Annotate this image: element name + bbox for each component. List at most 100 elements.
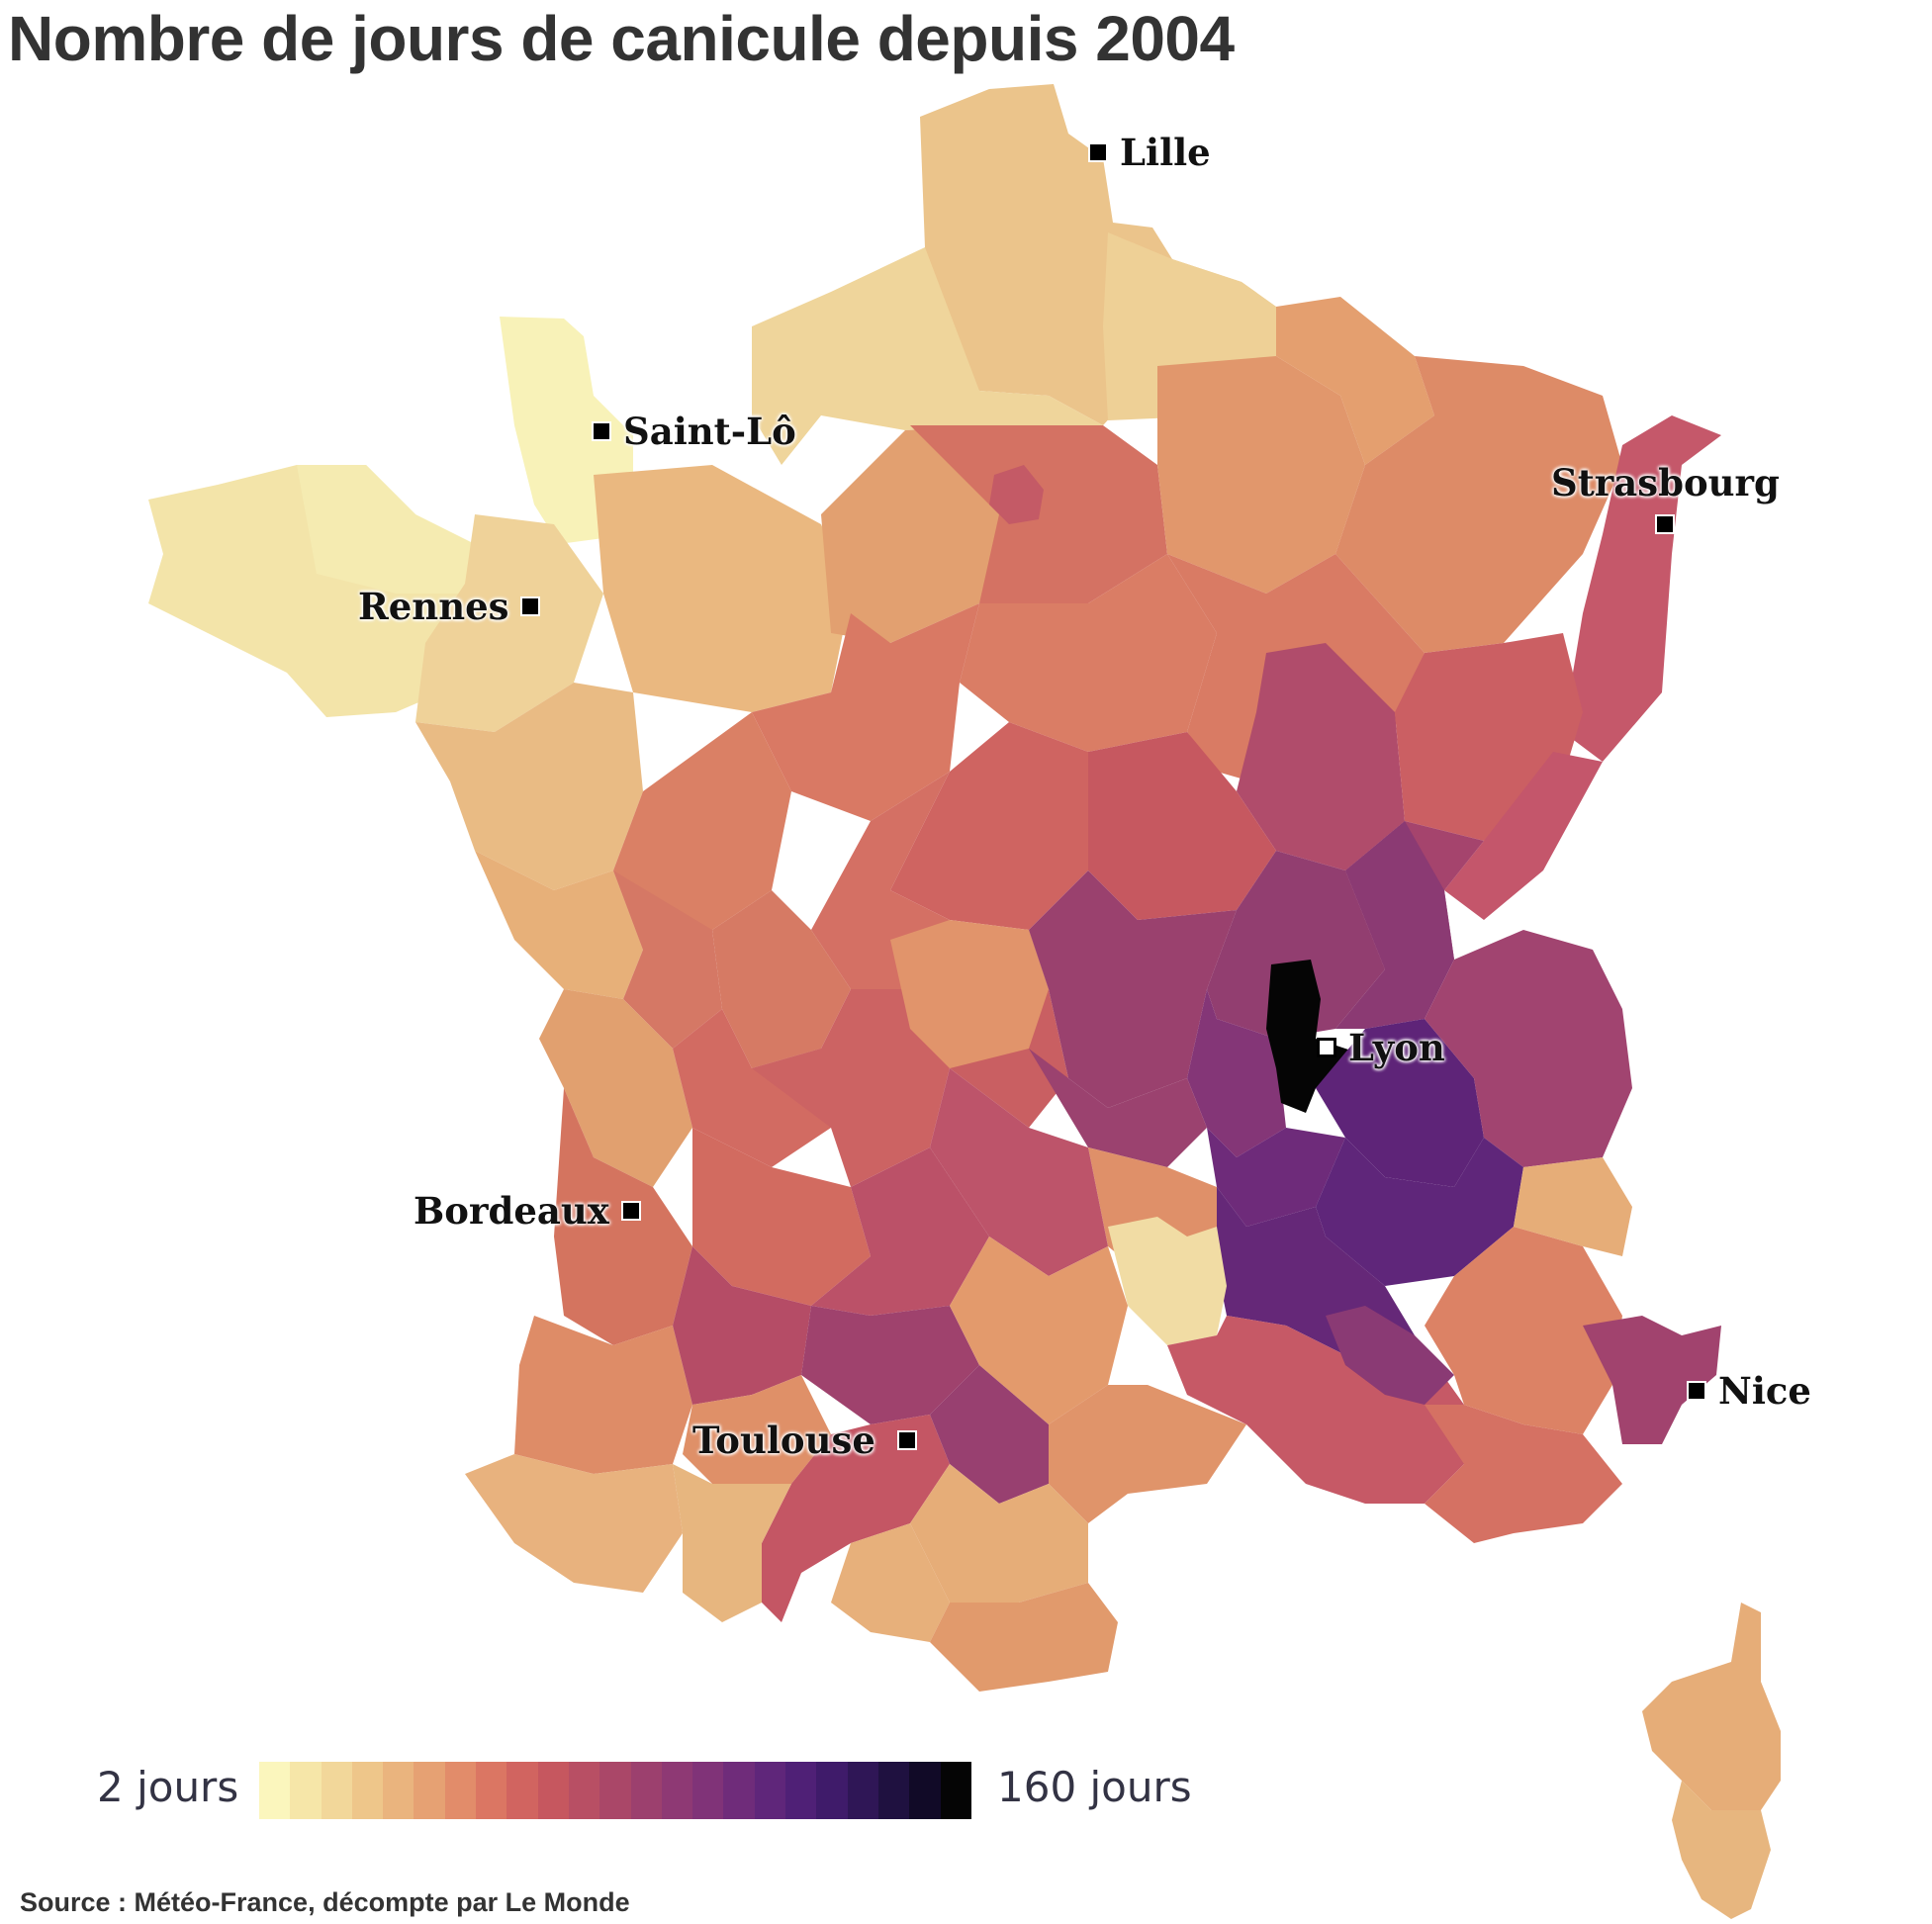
city-label-nice: Nice [1687,1369,1811,1413]
region-dordogne [692,1128,871,1306]
region-doubs [1444,752,1603,920]
region-cote-or [1237,643,1405,870]
city-label-rennes: Rennes [358,585,541,628]
region-loiret [960,554,1217,752]
region-deux-sevres [613,870,722,1049]
legend-swatch-10 [568,1762,600,1819]
region-alpes-hp [1425,1227,1622,1434]
region-haute-garonne [762,1415,950,1622]
legend-swatch-6 [444,1762,477,1819]
city-label-lyon: Lyon [1317,1026,1445,1069]
region-corse-nord [1642,1603,1781,1810]
region-corse-sud [1672,1781,1771,1919]
region-allier [1029,870,1237,1108]
region-charente [673,1009,831,1167]
region-lot-garonne [673,1246,811,1405]
city-label-saint-lo: Saint-Lô [592,410,796,453]
region-aude [910,1464,1088,1603]
region-bouches-rhone [1425,1405,1622,1543]
city-marker-icon [620,1201,641,1221]
region-indre-loire [752,603,979,821]
region-bretagne-north [297,465,495,594]
legend-swatch-1 [290,1762,322,1819]
region-pyrenees-atlantiques [465,1454,683,1593]
region-hautes-pyrenees [673,1464,791,1622]
city-name: Toulouse [692,1419,875,1462]
city-name: Lille [1120,131,1211,174]
region-correze [930,1068,1108,1276]
region-ariege [831,1523,950,1642]
legend-swatch-7 [476,1762,507,1819]
region-vendee [475,851,643,999]
region-indre-south [890,920,1049,1068]
legend-swatch-17 [785,1762,817,1819]
legend-swatch-12 [630,1762,662,1819]
region-lot [811,1147,989,1316]
region-puy-dome [1029,1049,1207,1167]
city-name: Lyon [1348,1026,1445,1069]
city-marker-icon [592,421,611,441]
region-ardennes-meuse [1276,297,1434,465]
region-cher [890,722,1088,930]
region-hautes-alpes [1514,1157,1632,1256]
region-gers [683,1375,831,1484]
legend-swatch-3 [351,1762,384,1819]
legend-max-label: 160 jours [997,1763,1192,1811]
region-vaucluse [1326,1306,1454,1405]
region-charente-maritime [539,989,692,1187]
legend-swatch-13 [661,1762,693,1819]
region-loire-atlantique [415,683,643,890]
region-lorraine [1335,356,1622,653]
region-maine-loire [613,712,791,950]
region-nievre [1088,732,1276,920]
city-name: Saint-Lô [623,410,796,453]
legend-swatch-2 [321,1762,352,1819]
legend-color-scale [259,1762,971,1819]
region-alpes-maritimes [1583,1316,1721,1444]
region-landes [514,1316,692,1474]
city-marker-icon [896,1430,917,1450]
region-eure-loir [821,425,1009,643]
city-marker-icon [1088,142,1108,162]
city-name: Rennes [358,585,509,628]
region-pyrenees-orientales [930,1583,1118,1692]
legend-swatch-18 [816,1762,848,1819]
city-label-strasbourg: Strasbourg [1551,461,1780,504]
region-loire [1187,989,1286,1157]
legend-swatch-21 [909,1762,941,1819]
region-tarn-garonne [801,1306,979,1424]
legend-swatch-19 [847,1762,878,1819]
city-name: Bordeaux [414,1189,609,1233]
region-saone-loire [1207,851,1385,1039]
legend-swatch-14 [692,1762,724,1819]
region-haute-vienne [752,989,950,1187]
legend-swatch-11 [599,1762,631,1819]
city-label-lille: Lille [1088,131,1211,174]
map-title: Nombre de jours de canicule depuis 2004 [8,3,1235,74]
legend-swatch-9 [537,1762,569,1819]
legend-swatch-4 [383,1762,414,1819]
region-alsace [1563,415,1721,762]
region-paris-core [989,465,1044,524]
legend-swatch-20 [877,1762,910,1819]
city-marker-icon [1317,1038,1336,1057]
city-marker-icon [1687,1381,1706,1401]
city-name: Strasbourg [1551,461,1780,504]
region-isere [1316,1019,1484,1187]
region-mayenne-sarthe [594,465,851,712]
region-marne [1157,356,1365,594]
legend-min-label: 2 jours [97,1763,239,1811]
city-marker-icon [520,596,541,616]
source-note: Source : Météo-France, décompte par Le M… [20,1887,630,1917]
legend-swatch-8 [506,1762,538,1819]
city-label-toulouse: Toulouse [692,1419,917,1462]
region-savoie [1425,930,1632,1167]
legend-swatch-22 [940,1762,971,1819]
legend-swatch-5 [414,1762,445,1819]
region-ille-vilaine [415,514,603,732]
region-haute-loire [1207,1128,1345,1227]
region-vienne [712,890,851,1068]
city-label-bordeaux: Bordeaux [414,1189,641,1233]
legend-swatch-15 [723,1762,755,1819]
